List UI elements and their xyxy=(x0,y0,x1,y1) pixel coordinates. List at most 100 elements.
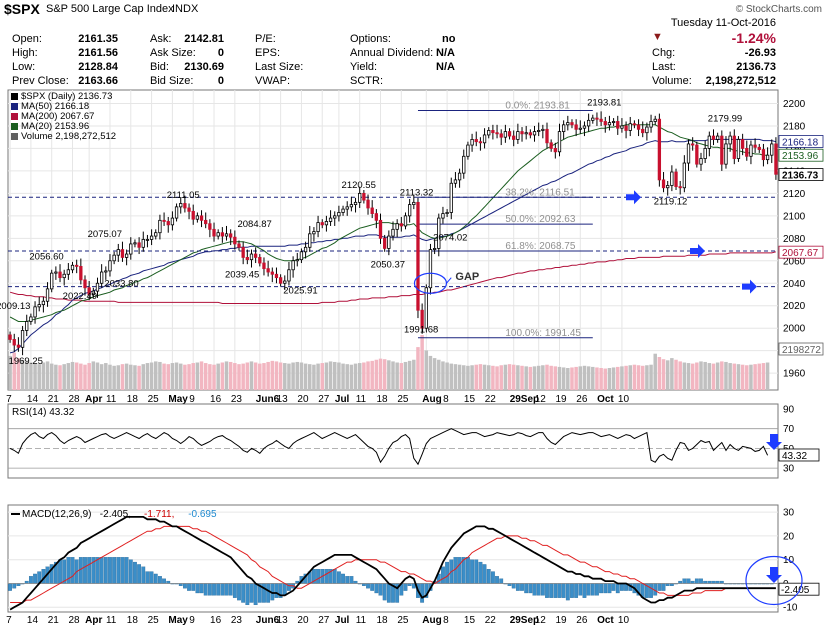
macd-histogram-bar xyxy=(228,583,233,596)
macd-histogram-bar xyxy=(232,583,237,598)
candle-body xyxy=(283,280,287,284)
fib-level-label: 0.0%: 2193.81 xyxy=(505,100,570,111)
candle-body xyxy=(116,249,120,256)
candle-body xyxy=(445,212,449,214)
ask-label: Bid: xyxy=(150,61,169,73)
volume-bar xyxy=(253,362,258,390)
volume-bar xyxy=(203,363,208,390)
volume-bar xyxy=(437,359,441,390)
candle-body xyxy=(166,221,170,226)
macd-x-axis-label: 13 xyxy=(277,615,289,626)
volume-bar xyxy=(187,364,191,390)
x-axis-label: 23 xyxy=(231,394,243,405)
macd-histogram-bar xyxy=(549,583,554,598)
macd-histogram-bar xyxy=(420,583,425,603)
volume-bar xyxy=(757,363,762,390)
volume-bar xyxy=(636,365,641,390)
x-axis-label: Jun6 xyxy=(256,394,280,405)
index-name: S&P 500 Large Cap Index xyxy=(46,3,174,15)
volume-bar xyxy=(649,364,653,390)
rsi-last-value: 43.32 xyxy=(782,451,807,462)
quote-date: Tuesday 11-Oct-2016 xyxy=(670,17,776,29)
candle-body xyxy=(524,132,528,135)
macd-histogram-bar xyxy=(12,583,17,589)
macd-histogram-bar xyxy=(561,583,566,598)
candle-body xyxy=(333,215,337,219)
rsi-last-tag xyxy=(778,448,820,462)
price-annotation: 1991.68 xyxy=(404,325,438,336)
x-axis-label: 15 xyxy=(464,394,476,405)
volume-bar xyxy=(407,360,412,390)
x-axis-label: 27 xyxy=(318,394,330,405)
volume-bar xyxy=(441,361,445,390)
candle-body xyxy=(70,264,75,271)
candle-body xyxy=(432,248,437,250)
fundamental-label: VWAP: xyxy=(255,75,291,87)
macd-tick-label: 30 xyxy=(783,508,795,519)
candle-body xyxy=(383,237,387,249)
candle-body xyxy=(25,321,29,331)
candle-body xyxy=(158,219,162,234)
macd-x-axis-label: 20 xyxy=(297,615,309,626)
candle-body xyxy=(466,144,470,157)
ma200-line xyxy=(9,251,777,304)
volume-bar xyxy=(616,366,620,390)
macd-histogram-bar xyxy=(595,583,599,596)
last-value-tag xyxy=(778,168,824,181)
volume-bar xyxy=(162,363,166,390)
macd-signal-line xyxy=(10,525,772,603)
volume-bar xyxy=(120,364,125,390)
volume-bar xyxy=(320,363,324,390)
candle-body xyxy=(591,117,595,121)
candle-body xyxy=(183,203,187,209)
fundamental-label: P/E: xyxy=(255,33,276,45)
candle-body xyxy=(728,135,732,145)
last-value-tag xyxy=(778,342,824,356)
last-value-tag xyxy=(778,135,824,148)
volume-bar xyxy=(224,361,229,390)
candle-body xyxy=(266,268,270,273)
volume-bar xyxy=(632,364,637,390)
candle-body xyxy=(308,233,312,248)
volume-bar xyxy=(291,362,295,390)
candle-body xyxy=(399,223,403,227)
volume-bar xyxy=(95,362,100,390)
volume-bar xyxy=(607,368,612,390)
volume-bar xyxy=(541,365,545,390)
price-annotation: 2119.12 xyxy=(654,197,688,208)
x-axis-label: 11 xyxy=(106,394,117,405)
candle-body xyxy=(462,155,466,174)
candle-body xyxy=(449,182,453,213)
volume-bar xyxy=(70,361,75,390)
macd-histogram-bar xyxy=(274,583,279,598)
macd-x-axis-label: Oct xyxy=(597,615,614,626)
option-value: no xyxy=(442,33,456,45)
price-tick-label: 2020 xyxy=(783,301,806,312)
x-axis-label: 29Sep xyxy=(510,394,539,405)
candle-body xyxy=(770,143,774,156)
volume-bar xyxy=(532,366,537,390)
option-value: N/A xyxy=(436,61,455,73)
volume-bar xyxy=(337,362,341,390)
candle-body xyxy=(378,219,383,239)
candle-body xyxy=(403,215,408,227)
volume-bar xyxy=(362,362,366,390)
price-tick-label: 2100 xyxy=(783,211,806,222)
candle-body xyxy=(224,233,229,237)
volume-bar xyxy=(674,359,678,390)
volume-bar xyxy=(353,363,358,390)
candle-body xyxy=(632,123,637,126)
volume-bar xyxy=(33,363,37,390)
macd-histogram-bar xyxy=(366,583,370,589)
fundamental-label: EPS: xyxy=(255,47,281,59)
candle-body xyxy=(353,201,358,206)
macd-histogram-bar xyxy=(70,557,75,584)
volume-bar xyxy=(478,364,483,390)
candle-body xyxy=(237,243,241,248)
price-tick-label: 2120 xyxy=(783,189,806,200)
candle-body xyxy=(537,130,541,132)
volume-bar xyxy=(603,368,608,390)
quote-value: 2163.66 xyxy=(78,75,118,87)
candle-body xyxy=(666,185,670,189)
macd-histogram-bar xyxy=(207,583,212,596)
